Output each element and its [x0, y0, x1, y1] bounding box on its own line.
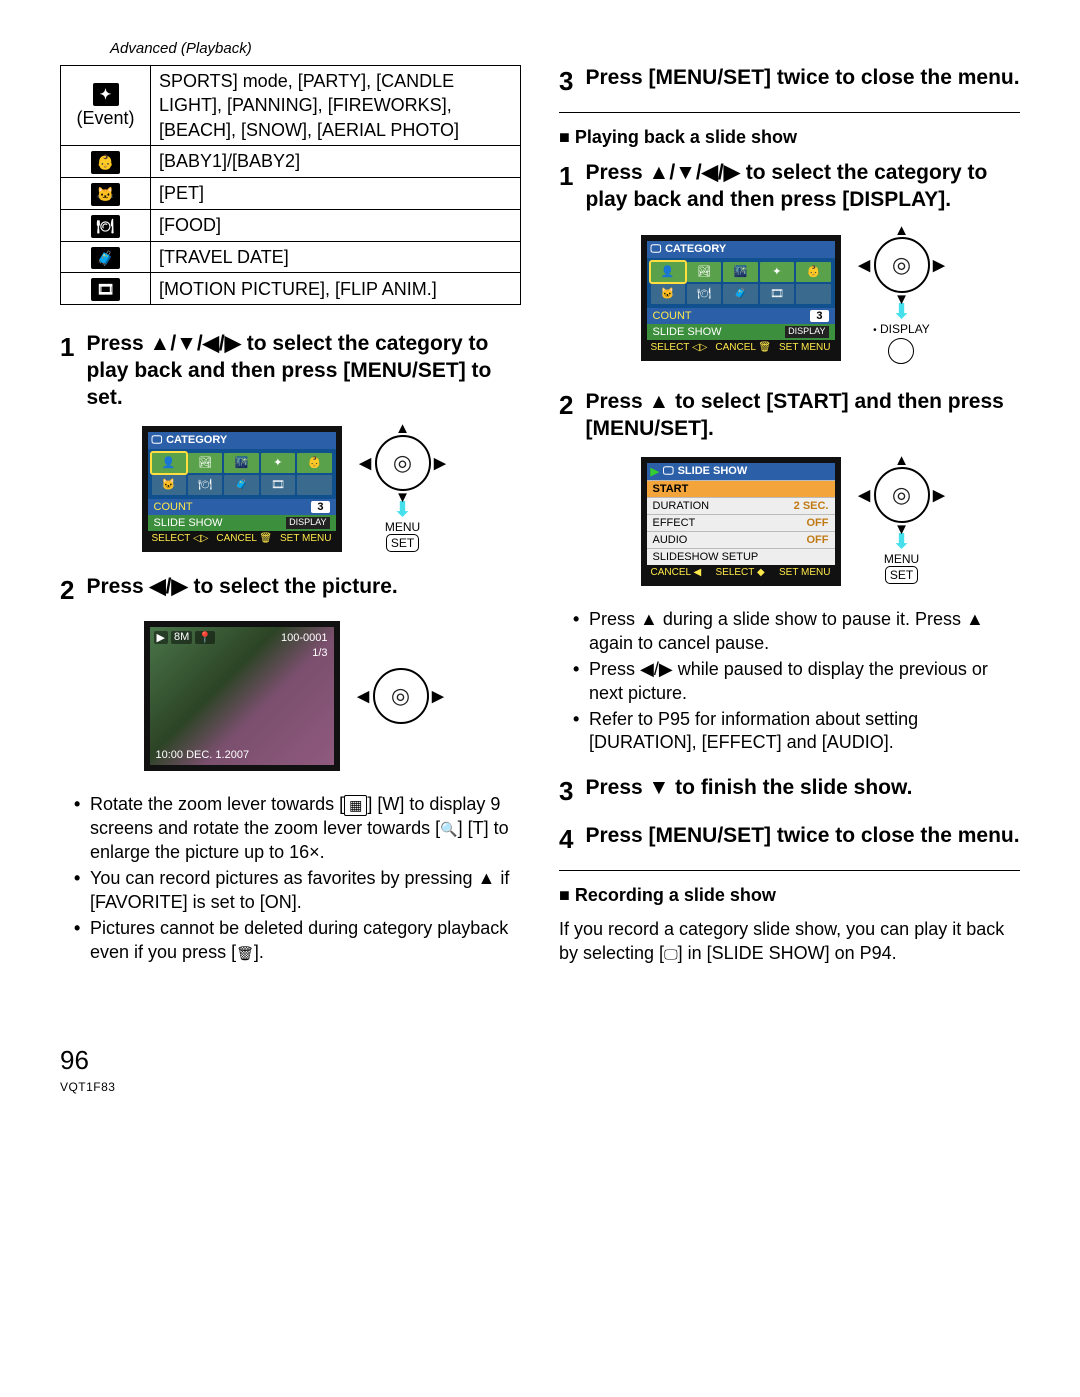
figure-photo: ▶8M📍 100-00011/3 10:00 DEC. 1.2007 ◀▶ [60, 621, 521, 771]
step-1: 1 Press ▲/▼/◀/▶ to select the category t… [60, 331, 521, 412]
travel-text: [TRAVEL DATE] [151, 241, 521, 273]
baby-text: [BABY1]/[BABY2] [151, 145, 521, 177]
category-table: ✦ (Event) SPORTS] mode, [PARTY], [CANDLE… [60, 65, 521, 305]
step-number: 3 [559, 65, 573, 98]
step-number: 1 [60, 331, 74, 412]
event-icon: ✦ [93, 83, 119, 106]
list-item: Refer to P95 for information about setti… [573, 708, 1020, 756]
step-3: 3 Press [MENU/SET] twice to close the me… [559, 65, 1020, 98]
arrow-icons: ◀/▶ [150, 575, 188, 598]
list-item: Press ◀/▶ while paused to display the pr… [573, 658, 1020, 706]
motion-text: [MOTION PICTURE], [FLIP ANIM.] [151, 273, 521, 305]
list-item: Rotate the zoom lever towards [▦] [W] to… [74, 793, 521, 865]
doc-id: VQT1F83 [60, 1080, 1020, 1094]
figure-category-screen-2: 🖵CATEGORY 👤🏞🌃✦👶 🐱🍽🧳🎞 COUNT3 SLIDE SHOWDI… [559, 228, 1020, 367]
section-header: Advanced (Playback) [110, 40, 1020, 57]
multi-icon: ▦ [344, 795, 367, 816]
category-lcd: 🖵CATEGORY 👤🏞🌃✦👶 🐱🍽🧳🎞 COUNT3 SLIDE SHOWDI… [142, 426, 342, 552]
step-number: 2 [559, 389, 573, 443]
arrow-icons: ▼ [649, 776, 670, 799]
list-item: Press ▲ during a slide show to pause it.… [573, 608, 1020, 656]
step-3b: 3 Press ▼ to finish the slide show. [559, 775, 1020, 808]
trash-icon: 🗑 [236, 944, 254, 963]
subheading-recording: Recording a slide show [559, 885, 1020, 906]
figure-category-screen: 🖵CATEGORY 👤🏞🌃✦👶 🐱🍽🧳🎞 COUNT3 SLIDE SHOWDI… [60, 426, 521, 552]
step-4b: 4 Press [MENU/SET] twice to close the me… [559, 823, 1020, 856]
notes-list-2: Press ▲ during a slide show to pause it.… [559, 608, 1020, 756]
step-number: 3 [559, 775, 573, 808]
step-number: 2 [60, 574, 74, 607]
arrow-icons: ▲/▼/◀/▶ [649, 161, 740, 184]
dpad-1: ▲▼◀▶ ⬇ MENU SET [366, 426, 440, 552]
dpad-lr: ◀▶ [364, 659, 438, 733]
step-1b: 1 Press ▲/▼/◀/▶ to select the category t… [559, 160, 1020, 214]
left-column: ✦ (Event) SPORTS] mode, [PARTY], [CANDLE… [60, 65, 521, 985]
recording-paragraph: If you record a category slide show, you… [559, 918, 1020, 966]
event-label: (Event) [76, 108, 134, 128]
notes-list: Rotate the zoom lever towards [▦] [W] to… [60, 793, 521, 965]
zoom-icon: 🔍 [440, 820, 457, 839]
motion-icon: 🎞 [91, 278, 121, 301]
food-icon: 🍽 [91, 215, 121, 238]
pet-icon: 🐱 [91, 183, 120, 206]
travel-icon: 🧳 [91, 247, 120, 270]
dpad-display: ▲▼◀▶ ⬇ • DISPLAY [865, 228, 939, 367]
display-button-icon [888, 338, 914, 364]
figure-slideshow-screen: ▶🖵SLIDE SHOW START DURATION2 SEC. EFFECT… [559, 457, 1020, 586]
baby-icon: 👶 [91, 151, 120, 174]
list-item: Pictures cannot be deleted during catego… [74, 917, 521, 965]
subheading-playing: Playing back a slide show [559, 127, 1020, 148]
right-column: 3 Press [MENU/SET] twice to close the me… [559, 65, 1020, 985]
food-text: [FOOD] [151, 209, 521, 241]
step-number: 4 [559, 823, 573, 856]
category-lcd-2: 🖵CATEGORY 👤🏞🌃✦👶 🐱🍽🧳🎞 COUNT3 SLIDE SHOWDI… [641, 235, 841, 361]
arrow-icons: ▲ [649, 390, 670, 413]
pet-text: [PET] [151, 177, 521, 209]
event-modes: SPORTS] mode, [PARTY], [CANDLE LIGHT], [… [151, 66, 521, 146]
dpad-2: ▲▼◀▶ ⬇ MENU SET [865, 458, 939, 584]
two-column-layout: ✦ (Event) SPORTS] mode, [PARTY], [CANDLE… [60, 65, 1020, 985]
step-2: 2 Press ◀/▶ to select the picture. [60, 574, 521, 607]
step-number: 1 [559, 160, 573, 214]
step-2b: 2 Press ▲ to select [START] and then pre… [559, 389, 1020, 443]
arrow-icons: ▲/▼/◀/▶ [150, 332, 241, 355]
page-footer: 96 VQT1F83 [60, 1045, 1020, 1094]
slideshow-lcd: ▶🖵SLIDE SHOW START DURATION2 SEC. EFFECT… [641, 457, 841, 586]
list-item: You can record pictures as favorites by … [74, 867, 521, 915]
page-number: 96 [60, 1045, 1020, 1076]
playback-photo: ▶8M📍 100-00011/3 10:00 DEC. 1.2007 [144, 621, 340, 771]
slideshow-icon: 🖵 [664, 945, 678, 964]
